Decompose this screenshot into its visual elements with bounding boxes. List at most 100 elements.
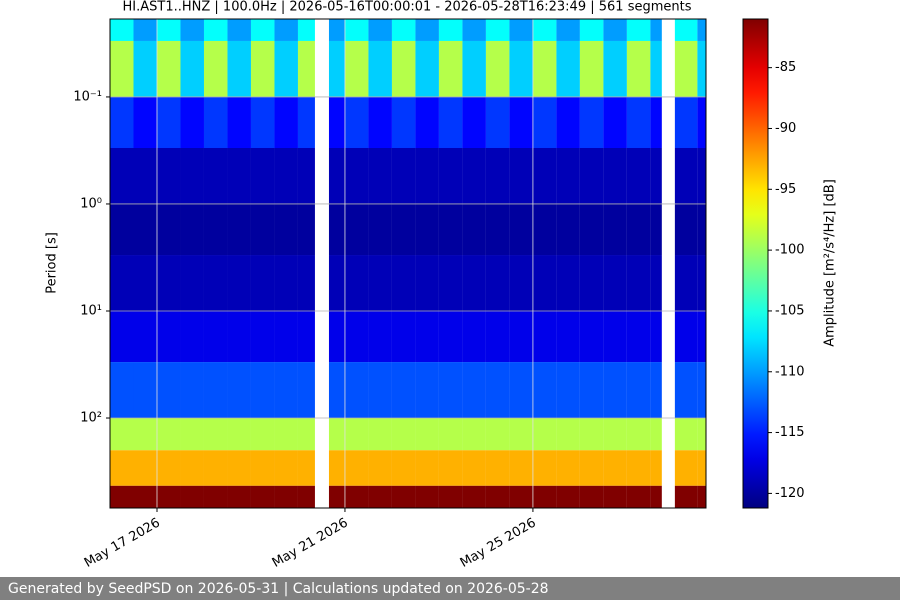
heat-cell (462, 485, 486, 508)
heat-cell (532, 96, 557, 148)
heat-cell (133, 96, 157, 148)
heat-cell (626, 310, 651, 363)
heat-cell (532, 203, 557, 256)
heat-cell (250, 19, 275, 41)
heat-cell (391, 362, 416, 419)
heat-cell (509, 310, 533, 363)
heat-cell (368, 485, 392, 508)
heat-cell (274, 147, 298, 204)
heat-cell (415, 19, 439, 41)
heat-cell (344, 255, 369, 311)
heat-cell (674, 310, 698, 363)
heat-cell (391, 310, 416, 363)
heat-cell (650, 255, 662, 311)
colorbar-tick-label: -95 (775, 182, 796, 197)
heat-cell (344, 450, 369, 486)
heat-cell (227, 310, 251, 363)
heat-cell (697, 147, 706, 204)
x-tick-label: May 21 2026 (270, 516, 351, 571)
heat-cell (650, 19, 662, 41)
heat-cell (156, 255, 181, 311)
heat-cell (462, 362, 486, 419)
heat-cell (133, 203, 157, 256)
heat-cell (579, 19, 604, 41)
heat-cell (328, 450, 345, 486)
heat-cell (328, 147, 345, 204)
heat-cell (650, 203, 662, 256)
heat-cell (133, 362, 157, 419)
heat-cell (674, 96, 698, 148)
heat-cell (697, 450, 706, 486)
heat-cell (328, 485, 345, 508)
y-tick-label: 10² (80, 411, 102, 426)
heat-cell (650, 450, 662, 486)
colorbar-tick-label: -120 (775, 486, 805, 501)
heat-cell (274, 418, 298, 451)
heat-cell (110, 485, 134, 508)
heat-cell (156, 450, 181, 486)
heat-cell (603, 147, 627, 204)
heat-cell (579, 147, 604, 204)
heat-cell (368, 450, 392, 486)
heat-cell (626, 255, 651, 311)
heat-cell (438, 147, 463, 204)
footer-bar (0, 577, 900, 600)
heat-cell (133, 418, 157, 451)
heat-cell (344, 310, 369, 363)
heat-cell (579, 40, 604, 97)
heat-cell (203, 450, 228, 486)
heat-cell (532, 418, 557, 451)
heat-cell (674, 255, 698, 311)
heat-cell (133, 147, 157, 204)
x-tick-label: May 17 2026 (82, 516, 163, 571)
heat-cell (415, 147, 439, 204)
heat-cell (133, 40, 157, 97)
heat-cell (485, 418, 510, 451)
heat-cell (556, 418, 580, 451)
heat-cell (462, 96, 486, 148)
heat-cell (556, 147, 580, 204)
heat-cell (650, 485, 662, 508)
colorbar-tick-label: -100 (775, 243, 805, 258)
heat-cell (297, 485, 315, 508)
heat-cell (415, 485, 439, 508)
heat-cell (391, 255, 416, 311)
heat-cell (509, 40, 533, 97)
heat-cell (556, 19, 580, 41)
heat-cell (274, 362, 298, 419)
heat-cell (180, 362, 204, 419)
heat-cell (180, 40, 204, 97)
heat-cell (344, 485, 369, 508)
heat-cell (180, 485, 204, 508)
heat-cell (415, 40, 439, 97)
heat-cell (133, 485, 157, 508)
heat-cell (626, 362, 651, 419)
heat-cell (462, 203, 486, 256)
heat-cell (250, 203, 275, 256)
heat-cell (250, 255, 275, 311)
heat-cell (391, 485, 416, 508)
heat-cell (368, 418, 392, 451)
heat-cell (203, 362, 228, 419)
heat-cell (650, 40, 662, 97)
heat-cell (227, 19, 251, 41)
heat-cell (368, 255, 392, 311)
heat-cell (274, 485, 298, 508)
heat-cell (328, 96, 345, 148)
heat-cell (509, 19, 533, 41)
colorbar-label: Amplitude [m²/s⁴/Hz] [dB] (823, 179, 838, 347)
heat-cell (415, 255, 439, 311)
heat-cell (697, 19, 706, 41)
heat-cell (532, 485, 557, 508)
heat-cell (391, 147, 416, 204)
heat-cell (438, 40, 463, 97)
heat-cell (603, 485, 627, 508)
heat-cell (297, 362, 315, 419)
heat-cell (674, 450, 698, 486)
heat-cell (462, 450, 486, 486)
heat-cell (250, 310, 275, 363)
heat-cell (697, 418, 706, 451)
heat-cell (344, 362, 369, 419)
heat-cell (579, 203, 604, 256)
